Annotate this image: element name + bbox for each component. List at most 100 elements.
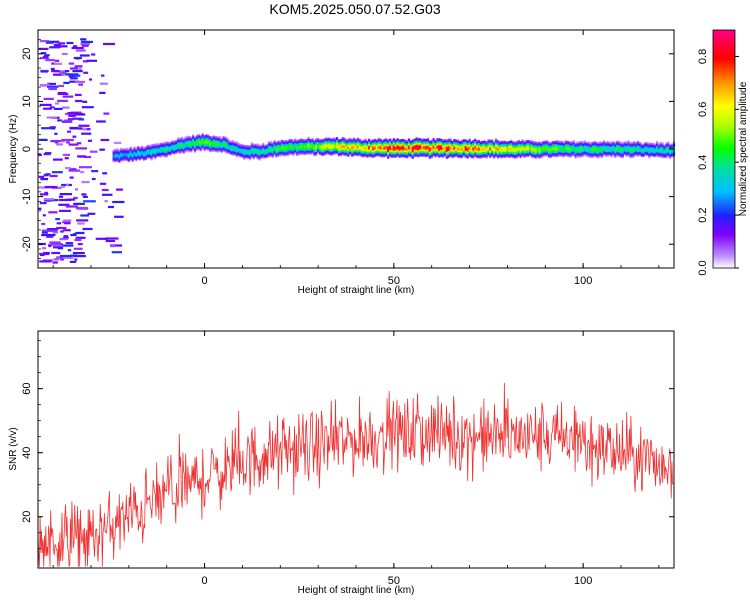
heatmap-cell: [523, 142, 526, 144]
heatmap-cell: [419, 149, 422, 151]
heatmap-cell: [144, 151, 147, 153]
heatmap-cell: [368, 138, 371, 141]
heatmap-cell: [381, 146, 384, 148]
heatmap-cell: [334, 145, 337, 148]
heatmap-noise-cell: [40, 178, 49, 181]
heatmap-cell: [470, 143, 473, 146]
heatmap-cell: [597, 144, 600, 147]
heatmap-cell: [576, 146, 579, 148]
heatmap-cell: [565, 149, 568, 152]
heatmap-cell: [328, 142, 331, 145]
heatmap-cell: [167, 148, 170, 151]
heatmap-cell: [525, 142, 528, 144]
heatmap-cell: [154, 156, 157, 159]
heatmap-cell: [290, 142, 293, 145]
heatmap-cell: [618, 145, 621, 148]
heatmap-cell: [237, 148, 240, 151]
heatmap-cell: [561, 147, 564, 149]
heatmap-cell: [286, 141, 289, 143]
heatmap-cell: [267, 152, 270, 154]
heatmap-cell: [324, 142, 327, 145]
heatmap-cell: [527, 147, 530, 149]
heatmap-cell: [636, 150, 640, 152]
heatmap-cell: [447, 144, 450, 147]
heatmap-cell: [580, 152, 583, 154]
heatmap-cell: [383, 153, 386, 155]
heatmap-cell: [192, 147, 195, 150]
heatmap-cell: [445, 150, 448, 152]
heatmap-cell: [324, 149, 327, 152]
heatmap-cell: [553, 145, 556, 148]
heatmap-cell: [375, 149, 378, 151]
heatmap-cell: [631, 155, 634, 157]
heatmap-cell: [326, 137, 329, 139]
heatmap-noise-cell: [65, 205, 78, 208]
heatmap-cell: [443, 149, 447, 151]
snr-ytick-label: 60: [21, 383, 33, 395]
heatmap-cell: [233, 152, 236, 155]
heatmap-cell: [665, 149, 668, 152]
heatmap-cell: [190, 143, 193, 146]
heatmap-cell: [618, 149, 621, 151]
heatmap-cell: [315, 140, 318, 143]
heatmap-cell: [290, 147, 293, 150]
heatmap-cell: [284, 149, 288, 152]
heatmap-cell: [180, 138, 183, 140]
heatmap-cell: [254, 152, 257, 154]
heatmap-cell: [623, 142, 626, 145]
heatmap-cell: [551, 143, 554, 146]
heatmap-noise-cell: [38, 138, 48, 141]
heatmap-cell: [356, 137, 359, 140]
heatmap-cell: [553, 147, 556, 149]
heatmap-cell: [354, 138, 358, 141]
heatmap-cell: [301, 149, 305, 152]
heatmap-cell: [510, 148, 513, 151]
heatmap-cell: [442, 145, 445, 147]
heatmap-cell: [521, 146, 524, 149]
heatmap-cell: [546, 151, 549, 153]
heatmap-cell: [284, 141, 288, 144]
heatmap-cell: [370, 140, 373, 142]
heatmap-cell: [652, 153, 655, 156]
heatmap-cell: [415, 144, 418, 147]
heatmap-noise-cell: [38, 175, 45, 178]
heatmap-cell: [589, 150, 592, 153]
heatmap-cell: [334, 141, 337, 143]
heatmap-cell: [561, 150, 564, 153]
heatmap-cell: [572, 144, 575, 147]
heatmap-cell: [517, 139, 520, 142]
heatmap-cell: [336, 147, 339, 150]
heatmap-noise-cell: [39, 202, 47, 205]
heatmap-cell: [599, 154, 602, 157]
heatmap-cell: [161, 149, 164, 152]
heatmap-cell: [226, 142, 229, 145]
heatmap-cell: [618, 152, 621, 155]
heatmap-cell: [565, 152, 568, 154]
heatmap-cell: [186, 145, 189, 147]
heatmap-cell: [377, 151, 380, 153]
heatmap-noise-cell: [72, 252, 85, 255]
heatmap-cell: [487, 140, 490, 143]
heatmap-cell: [548, 144, 551, 147]
heatmap-cell: [568, 141, 571, 144]
heatmap-cell: [536, 153, 539, 156]
heatmap-cell: [659, 153, 662, 156]
heatmap-cell: [218, 138, 221, 141]
heatmap-cell: [256, 150, 259, 153]
heatmap-cell: [292, 143, 295, 145]
heatmap-cell: [572, 143, 575, 146]
heatmap-cell: [163, 152, 166, 155]
heatmap-cell: [311, 148, 314, 151]
heatmap-cell: [360, 141, 363, 144]
heatmap-cell: [366, 146, 369, 149]
heatmap-noise-cell: [39, 260, 52, 263]
heatmap-cell: [292, 151, 295, 154]
heatmap-cell: [197, 147, 200, 150]
heatmap-cell: [148, 147, 151, 149]
heatmap-cell: [440, 154, 443, 156]
heatmap-cell: [216, 150, 219, 153]
heatmap-cell: [148, 154, 151, 157]
heatmap-cell: [148, 144, 151, 147]
heatmap-cell: [341, 139, 344, 141]
heatmap-cell: [636, 149, 640, 151]
